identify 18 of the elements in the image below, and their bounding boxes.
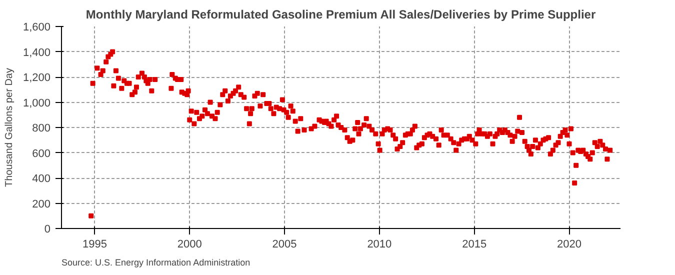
x-tick-label: 2015	[462, 238, 487, 250]
y-tick-label: 800	[32, 122, 51, 134]
x-tick-label: 2000	[177, 238, 202, 250]
y-tick-label: 0	[44, 224, 51, 236]
y-tick-label: 1,600	[22, 22, 51, 34]
y-axis-title: Thousand Gallons per Day	[4, 68, 15, 187]
x-tick-label: 2020	[557, 238, 582, 250]
y-tick-label: 1,000	[22, 97, 51, 110]
chart-title: Monthly Maryland Reformulated Gasoline Premium All Sales/Deliveries by Prime Supplier	[86, 8, 596, 22]
x-tick-label: 2005	[272, 238, 297, 250]
x-tick-label: 2010	[367, 238, 392, 250]
source-note: Source: U.S. Energy Information Administration	[62, 258, 250, 268]
y-tick-label: 1,200	[22, 72, 51, 84]
x-tick-label: 1995	[82, 238, 107, 250]
y-tick-label: 1,400	[22, 46, 51, 59]
y-tick-label: 600	[32, 148, 51, 160]
y-tick-label: 200	[32, 198, 51, 210]
y-tick-label: 400	[32, 173, 51, 185]
